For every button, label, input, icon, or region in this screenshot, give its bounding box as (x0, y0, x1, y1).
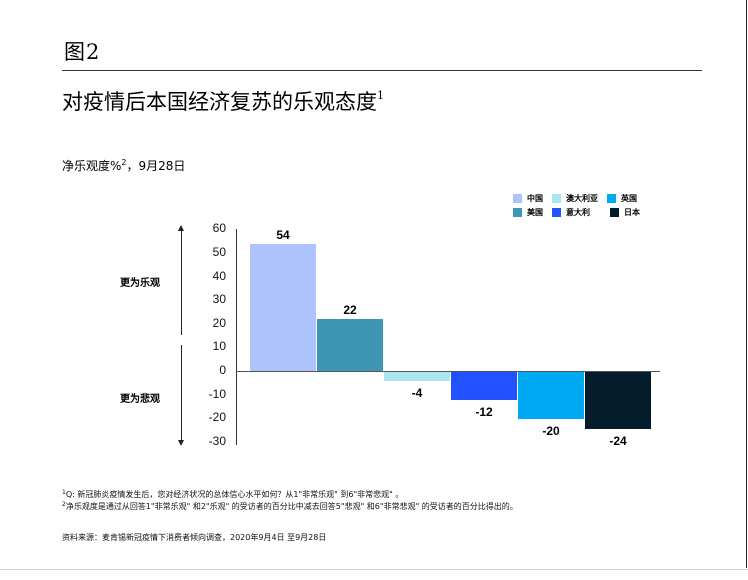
y-tick-label: 30 (212, 292, 226, 307)
bar-value-label: 54 (276, 227, 290, 242)
more-pessimistic-label: 更为悲观 (120, 394, 160, 405)
bar-意大利 (451, 372, 517, 401)
legend-item: 意大利 (552, 207, 590, 218)
pessimistic-arrow-shaft (181, 345, 182, 442)
bar-日本 (585, 372, 651, 429)
y-tick-label: 60 (212, 221, 226, 236)
y-tick-label: 50 (212, 245, 226, 259)
footnote-2: 2净乐观度是通过从回答1"非常乐观" 和2"乐观" 的受访者的百分比中减去回答5… (62, 501, 518, 512)
source-note: 资料来源：麦肯锡新冠疫情下消费者倾向调查，2020年9月4日 至9月28日 (62, 533, 327, 542)
title-footnote-marker: 1 (377, 89, 384, 102)
chart-title-text: 对疫情后本国经济复苏的乐观态度 (62, 90, 377, 114)
subtitle-text: 净乐观度% (62, 159, 122, 173)
figure-label: 图2 (64, 40, 101, 64)
legend-swatch (552, 207, 561, 217)
subtitle-footnote-marker: 2 (121, 158, 127, 167)
bar-澳大利亚 (384, 372, 450, 382)
legend-row: 美国 意大利 日本 (513, 205, 649, 219)
footnote-marker: 1 (62, 489, 66, 496)
y-tick-label: 40 (212, 268, 226, 283)
y-tick-label: -30 (208, 433, 226, 448)
arrow-down-icon (178, 440, 184, 446)
bar-value-label: 22 (343, 303, 357, 318)
legend-swatch (607, 193, 616, 203)
legend-swatch (552, 193, 561, 203)
y-tick-label: -20 (208, 410, 226, 425)
y-tick-label: 0 (219, 363, 226, 377)
chart-legend: 中国 澳大利亚 英国 美国 意大利 日本 (513, 191, 649, 219)
y-tick-label: -10 (208, 386, 226, 401)
chart-subtitle: 净乐观度%2，9月28日 (62, 157, 185, 174)
bar-value-label: -24 (609, 433, 627, 448)
bar-中国 (250, 243, 316, 371)
y-tick-label: 20 (212, 315, 226, 330)
legend-item: 澳大利亚 (552, 193, 598, 204)
chart-title: 对疫情后本国经济复苏的乐观态度1 (62, 86, 384, 116)
subtitle-date: ，9月28日 (126, 159, 186, 173)
legend-label: 意大利 (566, 207, 590, 217)
page-border-bottom (0, 569, 748, 570)
legend-swatch (513, 193, 522, 203)
page-border-right (746, 0, 747, 568)
bar-value-label: -4 (411, 386, 423, 401)
legend-label: 美国 (527, 207, 543, 217)
legend-swatch (610, 207, 619, 217)
bar-英国 (518, 372, 584, 420)
footnote-1: 1Q: 新冠肺炎疫情发生后，您对经济状况的总体信心水平如何？从1"非常乐观" 到… (62, 489, 403, 500)
y-tick-label: 10 (212, 339, 226, 354)
arrow-up-icon (178, 225, 184, 231)
bar-value-label: -20 (542, 424, 560, 439)
legend-swatch (513, 207, 522, 217)
legend-label: 澳大利亚 (566, 193, 598, 203)
footnote-marker: 2 (62, 501, 66, 508)
header-divider (62, 70, 702, 71)
footnote-text: 净乐观度是通过从回答1"非常乐观" 和2"乐观" 的受访者的百分比中减去回答5"… (65, 502, 518, 511)
legend-item: 英国 (607, 193, 637, 204)
legend-label: 中国 (527, 193, 543, 203)
legend-label: 英国 (621, 193, 637, 203)
legend-label: 日本 (624, 207, 640, 217)
legend-item: 中国 (513, 193, 543, 204)
zero-baseline (236, 371, 660, 372)
legend-item: 日本 (610, 207, 640, 218)
bar-美国 (317, 319, 383, 371)
optimistic-arrow-shaft (181, 229, 182, 335)
legend-item: 美国 (513, 207, 543, 218)
y-axis-line (236, 229, 237, 445)
footnote-text: Q: 新冠肺炎疫情发生后，您对经济状况的总体信心水平如何？从1"非常乐观" 到6… (65, 490, 404, 499)
bar-value-label: -12 (475, 405, 493, 420)
more-optimistic-label: 更为乐观 (120, 278, 160, 289)
legend-row: 中国 澳大利亚 英国 (513, 191, 649, 205)
